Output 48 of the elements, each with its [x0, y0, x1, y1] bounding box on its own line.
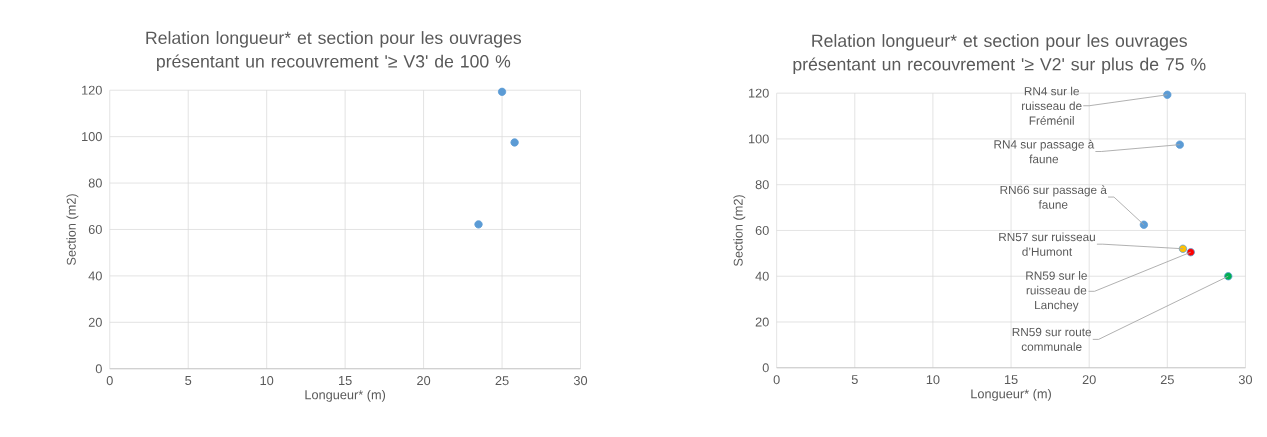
annotation: RN59 sur le ruisseau de Lanchey [1026, 270, 1087, 312]
x-tick-label: 5 [185, 375, 192, 385]
point [1175, 140, 1184, 149]
point [1139, 220, 1148, 229]
x-tick-label: 10 [260, 375, 274, 385]
x-tick-label: 25 [495, 375, 509, 385]
annotation: RN4 sur le ruisseau de Fréménil [1022, 86, 1082, 125]
y-tick-label: 60 [755, 225, 769, 235]
point [1178, 244, 1188, 253]
annotation: RN4 sur passage à faune [994, 139, 1095, 164]
y-tick-label: 40 [755, 271, 769, 281]
point [497, 87, 507, 96]
x-tick-label: 0 [106, 375, 113, 385]
x-tick-label: 30 [573, 375, 588, 385]
y-tick-label: 80 [755, 179, 769, 190]
y-tick-label: 60 [88, 224, 102, 234]
x-tick-label: 5 [851, 374, 858, 384]
point [1186, 247, 1195, 257]
y-tick-label: 120 [82, 85, 102, 95]
y-tick-label: 0 [762, 363, 769, 373]
annotation: RN57 sur ruisseau d’Humont [999, 232, 1095, 256]
y-tick-label: 120 [748, 88, 769, 98]
chart-title: Relation longueur* et section pour les ouvrages présentant un recouvrement '≥ V3' de 100 % [146, 30, 522, 71]
y-tick-label: 20 [88, 317, 102, 327]
annotation: RN59 sur route communale [1012, 327, 1092, 351]
y-axis-title: Section (m2) [66, 193, 79, 265]
x-tick-label: 15 [339, 375, 352, 385]
chart-title: Relation longueur* et section pour les ouvrages présentant un recouvrement '≥ V2' sur plus de 75 % [793, 33, 1206, 74]
y-tick-label: 100 [82, 131, 102, 141]
y-tick-label: 0 [95, 364, 102, 374]
point [1224, 271, 1233, 281]
x-tick-label: 10 [926, 374, 940, 384]
x-tick-label: 15 [1004, 374, 1018, 384]
y-axis-title: Section (m2) [733, 194, 746, 266]
y-tick-label: 20 [755, 317, 769, 327]
x-axis-title: Longueur* (m) [971, 388, 1051, 401]
x-tick-label: 25 [1160, 374, 1174, 384]
x-tick-label: 20 [1082, 374, 1096, 384]
point [474, 220, 483, 229]
x-axis-title: Longueur* (m) [305, 389, 386, 402]
x-tick-label: 30 [1238, 374, 1253, 384]
y-tick-label: 80 [88, 178, 102, 188]
point [510, 138, 519, 147]
y-tick-label: 40 [88, 271, 102, 281]
x-tick-label: 20 [417, 375, 431, 385]
x-tick-label: 0 [773, 374, 780, 384]
annotation: RN66 sur passage à faune [1000, 185, 1107, 209]
y-tick-label: 100 [748, 134, 769, 144]
